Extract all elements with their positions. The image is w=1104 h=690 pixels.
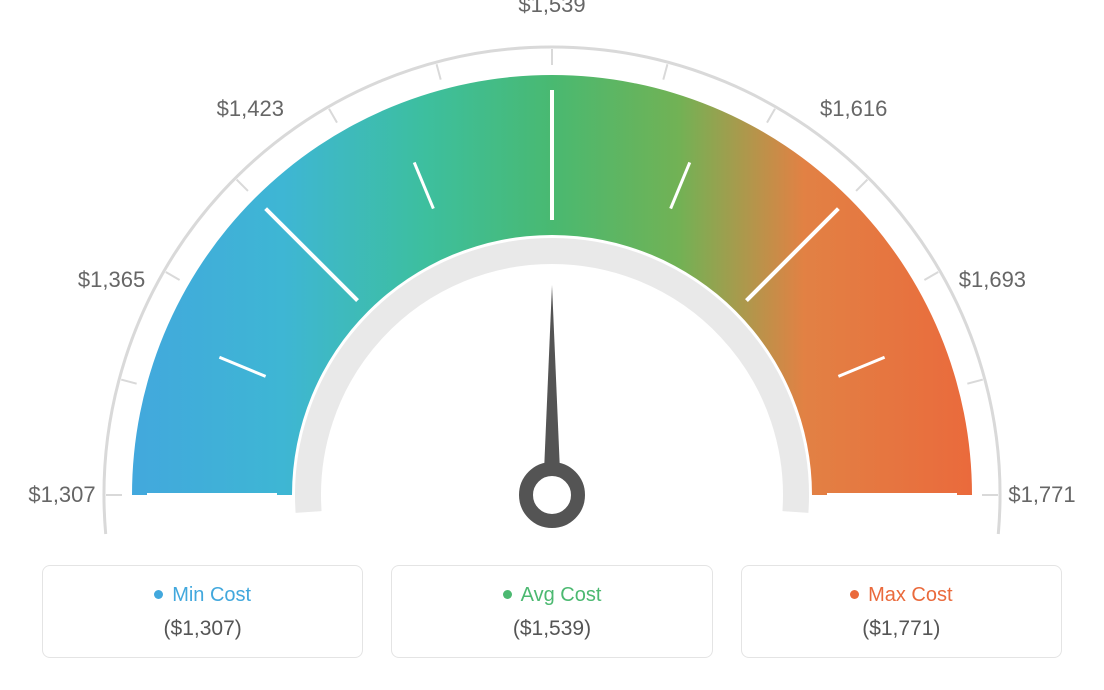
gauge-tick-label: $1,616 bbox=[820, 96, 887, 122]
gauge-tick-label: $1,423 bbox=[217, 96, 284, 122]
legend-label-avg: Avg Cost bbox=[402, 584, 701, 607]
legend-value-avg: ($1,539) bbox=[402, 617, 701, 641]
legend-box-min: Min Cost ($1,307) bbox=[42, 565, 363, 658]
cost-gauge: $1,307$1,365$1,423$1,539$1,616$1,693$1,7… bbox=[42, 15, 1062, 555]
legend-label-min: Min Cost bbox=[53, 584, 352, 607]
gauge-tick-label: $1,365 bbox=[78, 267, 145, 293]
gauge-tick-label: $1,771 bbox=[1008, 482, 1075, 508]
legend-box-max: Max Cost ($1,771) bbox=[741, 565, 1062, 658]
gauge-svg bbox=[42, 15, 1062, 555]
legend-row: Min Cost ($1,307) Avg Cost ($1,539) Max … bbox=[42, 565, 1062, 658]
gauge-tick-label: $1,539 bbox=[518, 0, 585, 18]
legend-value-max: ($1,771) bbox=[752, 617, 1051, 641]
legend-value-min: ($1,307) bbox=[53, 617, 352, 641]
gauge-tick-label: $1,693 bbox=[959, 267, 1026, 293]
legend-box-avg: Avg Cost ($1,539) bbox=[391, 565, 712, 658]
gauge-tick-label: $1,307 bbox=[28, 482, 95, 508]
legend-label-max: Max Cost bbox=[752, 584, 1051, 607]
